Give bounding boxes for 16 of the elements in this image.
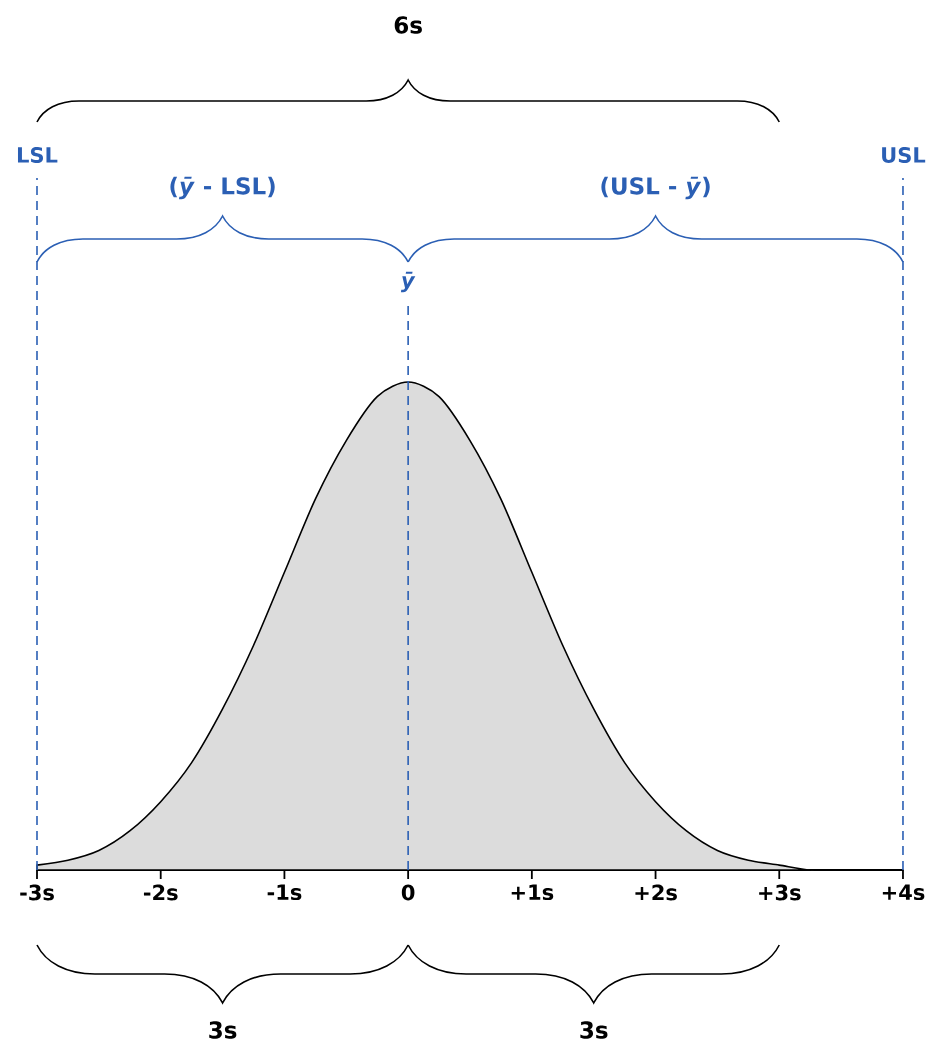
x-tick-label: -3s: [20, 884, 54, 901]
ref-line-label: ȳ: [400, 271, 416, 293]
text: 3s: [209, 1021, 237, 1039]
x-tick-label: -2s: [143, 884, 178, 901]
x-tick-label: +3s: [759, 884, 801, 901]
text: (ȳ - LSL): [170, 176, 275, 200]
x-tick-label: +2s: [635, 884, 677, 901]
x-tick-label: +1s: [511, 884, 554, 901]
x-tick-label: -1s: [267, 884, 302, 901]
text: 6s: [394, 16, 422, 34]
ref-line-label: USL: [882, 147, 926, 163]
ref-line-label: LSL: [17, 147, 58, 163]
x-tick-label: +4s: [882, 884, 925, 901]
text: (USL - ȳ): [601, 176, 710, 200]
x-tick-label: 0: [401, 884, 415, 901]
text: 3s: [580, 1021, 608, 1039]
